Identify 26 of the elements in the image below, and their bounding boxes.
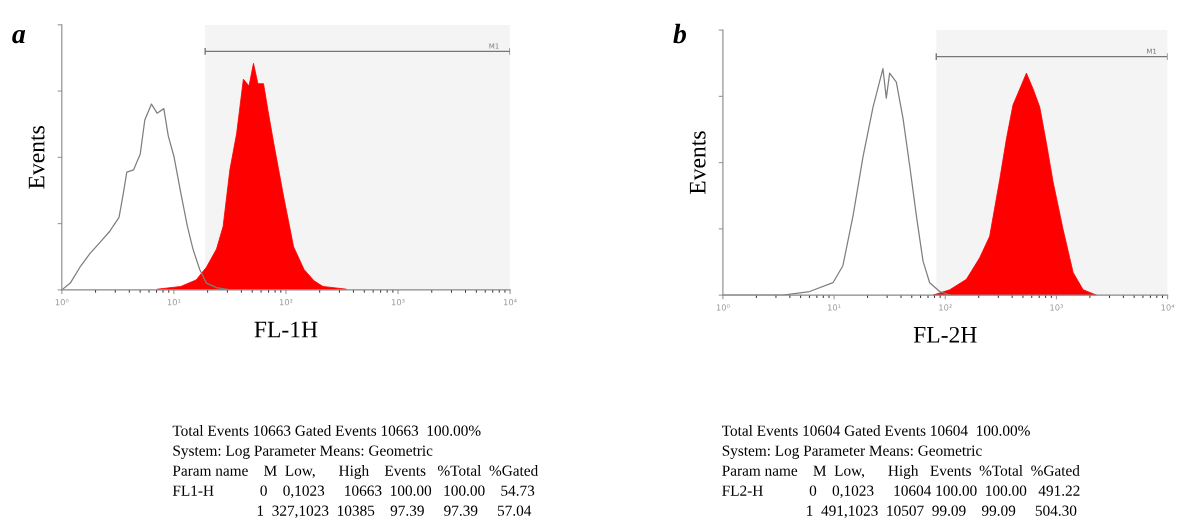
text: FL2-H 0 0,1023 10604 100.00 100.00 491.22 <box>722 485 1080 499</box>
text: 1 491,1023 10507 99.09 99.09 504.30 <box>807 505 1077 519</box>
x-axis-title: FL-1H <box>254 321 318 338</box>
x-tick-label: 10³ <box>391 299 405 306</box>
x-tick-label: 10⁰ <box>716 304 730 311</box>
x-tick-label: 10¹ <box>167 299 181 306</box>
chart-title: a <box>12 29 26 44</box>
y-axis-title: Events <box>28 126 45 189</box>
chart-title: b <box>673 23 687 44</box>
x-tick-label: 10³ <box>1050 304 1063 311</box>
y-axis-title: Events <box>689 131 706 195</box>
text: Param name M Low, High Events %Total %Gated <box>722 465 1080 479</box>
x-tick-label: 10⁴ <box>504 299 517 306</box>
x-tick-label: 10² <box>939 304 952 311</box>
x-tick-label: 10⁴ <box>1161 304 1175 311</box>
text: Total Events 10663 Gated Events 10663 100.00% <box>172 425 481 436</box>
x-axis-title: FL-2H <box>913 326 977 343</box>
text: System: Log Parameter Means: Geometric <box>173 445 433 459</box>
text: Total Events 10604 Gated Events 10604 100.00% <box>722 425 1030 436</box>
x-tick-label: 10² <box>279 299 293 306</box>
text: Param name M Low, High Events %Total %Gated <box>172 465 539 479</box>
text: System: Log Parameter Means: Geometric <box>722 445 982 459</box>
x-tick-label: 10¹ <box>828 304 841 311</box>
text: 1 327,1023 10385 97.39 97.39 57.04 <box>257 505 532 519</box>
text: FL1-H 0 0,1023 10663 100.00 100.00 54.73 <box>172 485 535 499</box>
x-tick-label: 10⁰ <box>55 299 69 306</box>
